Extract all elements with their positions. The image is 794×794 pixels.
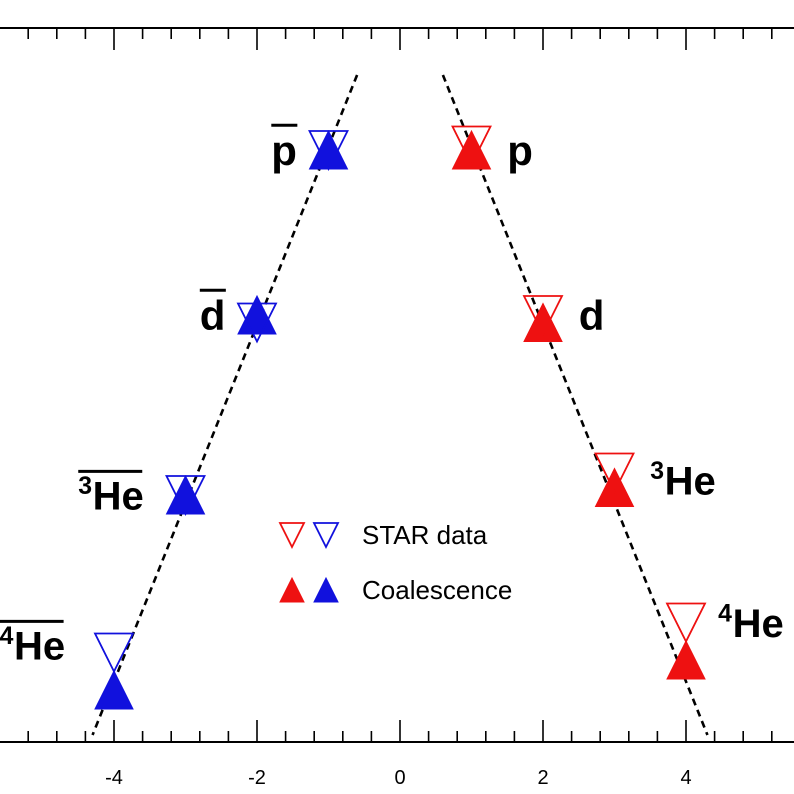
x-tick-label: 0 <box>394 767 405 789</box>
fit-line <box>441 74 709 736</box>
star-data-point <box>522 295 564 337</box>
legend-label: STAR data <box>362 520 488 550</box>
coalescence-point <box>594 467 635 507</box>
particle-label: d <box>199 288 226 339</box>
particle-label-text: d <box>579 292 605 339</box>
particle-label-text: He <box>14 624 65 668</box>
star-data-point <box>93 632 135 674</box>
star-data-point <box>165 475 206 517</box>
x-tick-labels: -4 -2 0 2 4 <box>105 767 691 789</box>
axis-ticks <box>27 28 773 742</box>
particle-label-text: He <box>665 459 716 503</box>
x-tick-label: 2 <box>537 767 548 789</box>
star-data-point <box>308 130 349 172</box>
particle-label: 3 He <box>650 458 716 503</box>
coalescence-point <box>666 639 706 680</box>
legend-entry: Coalescence <box>279 575 512 605</box>
plot-frame <box>0 27 794 743</box>
x-tick-label: -2 <box>248 767 266 789</box>
x-tick-label: -4 <box>105 767 123 789</box>
particle-label: p <box>271 123 298 174</box>
star-data-point <box>665 602 707 644</box>
particle-label: 3 He <box>78 469 144 518</box>
legend-entry: STAR data <box>278 520 488 550</box>
legend: STAR data Coalescence <box>278 520 512 605</box>
particle-label-text: d <box>200 292 226 339</box>
coalescence-point <box>451 129 492 170</box>
legend-label: Coalescence <box>362 575 512 605</box>
star-data-point <box>236 302 278 344</box>
fit-lines <box>91 74 709 736</box>
particle-label-superscript: 3 <box>650 458 664 485</box>
particle-label-text: p <box>271 127 297 174</box>
particle-label-text: He <box>733 602 784 646</box>
x-tick-label: 4 <box>680 767 691 789</box>
legend-marker <box>279 576 305 603</box>
particle-label: p <box>507 127 533 174</box>
particle-label-superscript: 4 <box>718 601 732 628</box>
particle-label: 4 He <box>0 619 65 668</box>
particle-label-text: He <box>93 474 144 518</box>
coalescence-point <box>308 129 349 170</box>
legend-marker <box>312 522 340 550</box>
particle-label-superscript: 3 <box>78 473 92 500</box>
particle-label-superscript: 4 <box>0 623 14 650</box>
fit-line <box>91 74 359 736</box>
star-data-point <box>594 452 635 494</box>
particle-label-text: p <box>507 127 533 174</box>
data-points <box>93 125 707 710</box>
coalescence-point <box>523 302 563 342</box>
legend-marker <box>313 576 339 603</box>
particle-label: 4 He <box>718 601 784 646</box>
coalescence-point <box>165 474 206 515</box>
legend-marker <box>278 522 306 550</box>
star-data-point <box>451 125 492 167</box>
particle-label: d <box>579 292 605 339</box>
coalescence-point <box>94 669 134 710</box>
